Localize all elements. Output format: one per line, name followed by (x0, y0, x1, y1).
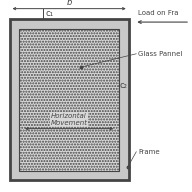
Text: Load on Fra: Load on Fra (138, 10, 179, 16)
Text: Glass Pannel: Glass Pannel (138, 51, 183, 57)
Text: c₂: c₂ (120, 81, 128, 90)
Text: Horizontal
Movement: Horizontal Movement (51, 113, 88, 126)
Bar (10, 19, 129, 180)
Text: c₁: c₁ (45, 9, 53, 18)
Text: b: b (66, 0, 72, 7)
Bar (19, 29, 119, 171)
Text: Frame: Frame (138, 149, 160, 155)
